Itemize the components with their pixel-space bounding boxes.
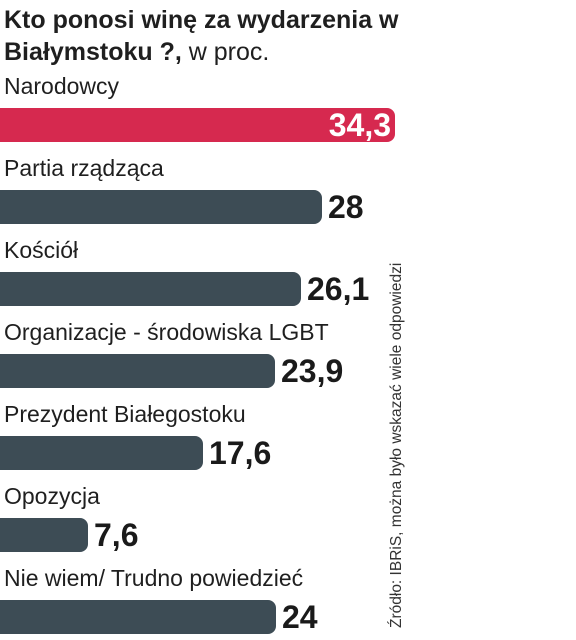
category-label: Partia rządząca	[4, 155, 164, 181]
value-label: 24	[282, 599, 318, 635]
chart-title-unit: w proc.	[188, 38, 270, 66]
value-label: 23,9	[281, 353, 344, 389]
bar	[0, 190, 322, 224]
bar	[0, 518, 88, 552]
bar	[0, 600, 276, 634]
category-label: Nie wiem/ Trudno powiedzieć	[4, 565, 304, 591]
source-note: Źródło: IBRiS, można było wskazać wiele …	[388, 262, 405, 628]
bar	[0, 436, 203, 470]
value-label: 26,1	[307, 271, 370, 307]
bar	[0, 272, 301, 306]
value-label: 17,6	[209, 435, 272, 471]
bar	[0, 108, 395, 142]
chart-title-main: Kto ponosi winę za wydarzenia w Białymst…	[4, 6, 399, 66]
category-label: Kościół	[4, 237, 79, 263]
chart-title: Kto ponosi winę za wydarzenia w Białymst…	[4, 4, 474, 68]
category-label: Narodowcy	[4, 73, 120, 99]
category-label: Organizacje - środowiska LGBT	[4, 319, 329, 345]
category-label: Opozycja	[4, 483, 100, 509]
category-label: Prezydent Białegostoku	[4, 401, 246, 427]
bar	[0, 354, 275, 388]
value-label: 28	[328, 189, 364, 225]
value-label: 7,6	[94, 517, 139, 553]
value-label: 34,3	[328, 107, 391, 143]
